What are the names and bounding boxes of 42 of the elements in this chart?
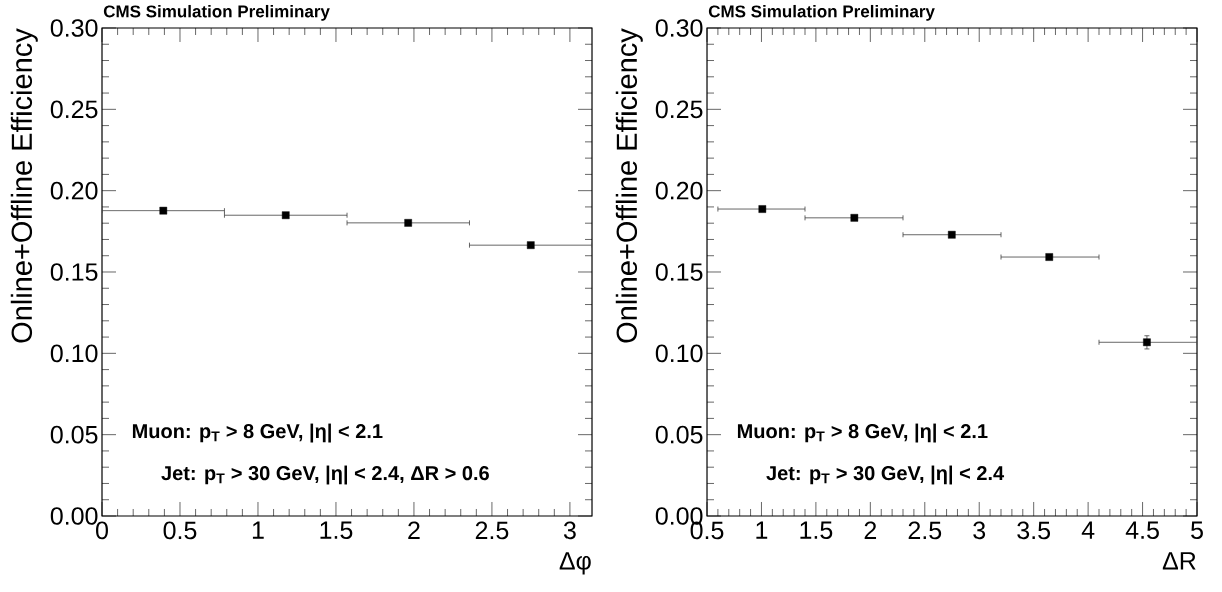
x-tick-label: 0.5 xyxy=(163,521,197,540)
x-tick-label: 2.5 xyxy=(475,521,509,540)
y-tick-label: 0.20 xyxy=(655,181,703,200)
x-tick-label: 1 xyxy=(756,521,768,539)
point xyxy=(159,206,168,215)
y-tick-label: 0.30 xyxy=(655,19,703,37)
y-tick-label: 0.10 xyxy=(50,344,98,363)
y-axis-title: Online+Offline Efficiency xyxy=(10,28,38,343)
x-tick-label: 5 xyxy=(1191,521,1203,539)
x-tick-label: 3 xyxy=(973,521,986,540)
y-tick-label: 0.25 xyxy=(655,100,703,119)
point xyxy=(947,230,956,239)
y-tick-label: 0.10 xyxy=(655,344,703,363)
y-tick-label: 0.20 xyxy=(50,181,98,200)
x-tick-label: 4.5 xyxy=(1125,521,1159,539)
x-tick-label: 4 xyxy=(1081,521,1095,539)
x-tick-label: 1 xyxy=(252,521,264,539)
point xyxy=(281,211,290,220)
y-tick-label: 0.05 xyxy=(50,425,98,444)
x-tick-label: 1.5 xyxy=(800,521,833,539)
annotation: Muon: p$_{T}$ > 8 GeV, |η| < 2.1 xyxy=(132,423,383,443)
y-tick-label: 0.15 xyxy=(50,263,98,281)
x-tick-label: 2 xyxy=(864,521,877,539)
x-tick-label: 3.5 xyxy=(1017,521,1051,540)
x-tick-label: 2 xyxy=(408,521,420,539)
x-tick-label: 2.5 xyxy=(908,521,942,540)
y-axis-title: Online+Offline Efficiency xyxy=(615,28,643,343)
y-tick-label: 0.05 xyxy=(655,425,703,444)
x-axis-title: ΔR xyxy=(1162,552,1196,570)
annotation: Jet: p$_{T}$ > 30 GeV, |η| < 2.4 xyxy=(766,465,1005,485)
y-tick-label: 0.25 xyxy=(50,100,98,119)
x-axis-title: Δφ xyxy=(559,552,591,575)
y-tick-label: 0.00 xyxy=(50,507,98,525)
annotation: Jet: p$_{T}$ > 30 GeV, |η| < 2.4, ΔR > 0.6 xyxy=(161,465,489,485)
y-tick-label: 0.30 xyxy=(50,19,98,37)
annotation: Muon: p$_{T}$ > 8 GeV, |η| < 2.1 xyxy=(737,423,988,443)
chart-title: CMS Simulation Preliminary xyxy=(708,4,935,21)
x-tick-label: 1.5 xyxy=(320,521,353,539)
chart-title: CMS Simulation Preliminary xyxy=(103,4,330,21)
x-tick-label: 0 xyxy=(96,521,108,540)
y-tick-label: 0.15 xyxy=(655,263,703,281)
x-tick-label: 3 xyxy=(563,521,576,540)
